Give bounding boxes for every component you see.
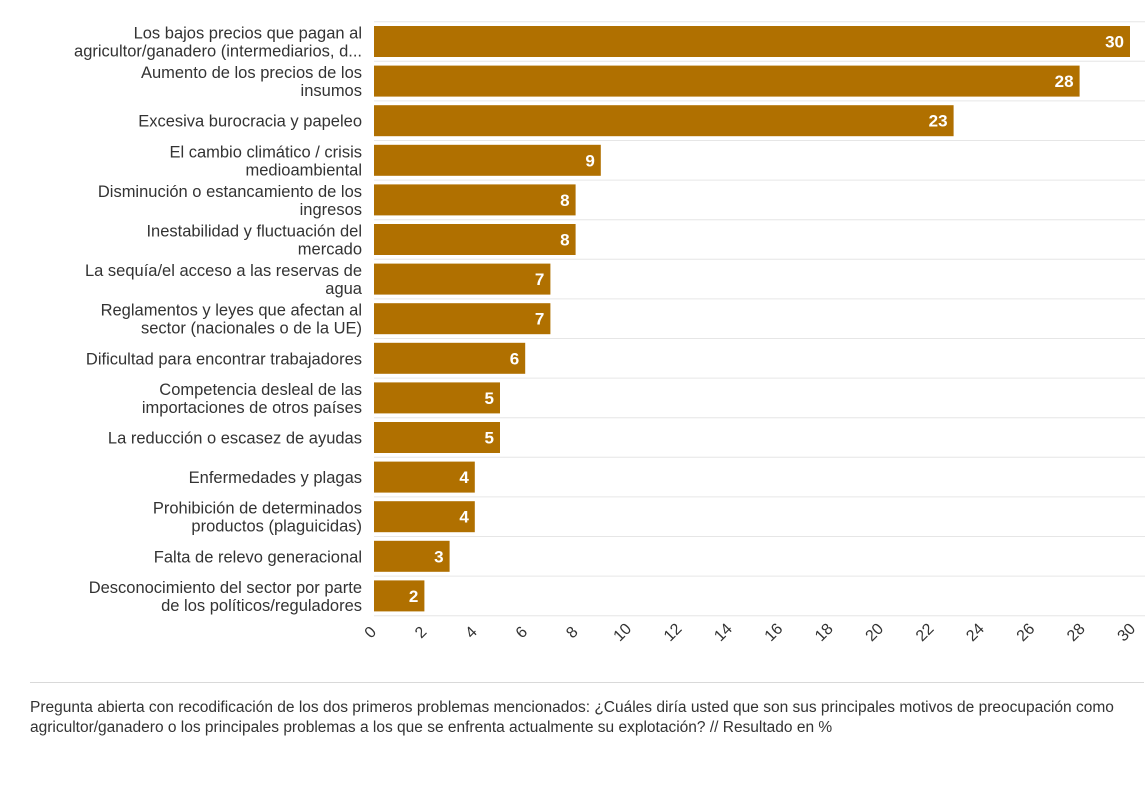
category-label: La reducción o escasez de ayudas: [108, 430, 362, 448]
category-label: Enfermedades y plagas: [189, 469, 362, 487]
bar: [374, 224, 576, 255]
value-label: 8: [560, 231, 569, 250]
x-tick-label: 6: [513, 624, 531, 642]
category-label: Dificultad para encontrar trabajadores: [86, 350, 362, 368]
x-tick-label: 0: [362, 624, 380, 642]
bar: [374, 263, 551, 295]
category-label: El cambio climático / crisis medioambient…: [169, 143, 362, 179]
chart-svg: Los bajos precios que pagan al agricultor…: [74, 21, 1145, 645]
category-label: Disminución o estancamiento de los ingres…: [98, 183, 362, 219]
x-tick-label: 18: [812, 620, 837, 645]
value-labels: 30 28 23 9 8 8 7 7 6 5 5 4 4 3 2: [409, 33, 1124, 606]
value-label: 3: [434, 547, 443, 566]
x-tick-label: 22: [913, 620, 938, 645]
value-label: 28: [1055, 72, 1074, 91]
category-label: Competencia desleal de las importaciones …: [142, 381, 362, 417]
value-label: 9: [585, 151, 594, 170]
x-tick-label: 4: [462, 624, 480, 642]
value-label: 4: [459, 468, 469, 487]
value-label: 4: [459, 508, 469, 527]
bar: [374, 501, 475, 533]
category-label: Desconocimiento del sector por parte de l…: [89, 579, 362, 615]
value-label: 8: [560, 191, 569, 210]
bar: [374, 342, 526, 374]
bar: [374, 382, 500, 414]
x-tick-label: 28: [1064, 620, 1089, 645]
x-tick-label: 12: [661, 620, 686, 645]
x-tick-label: 10: [611, 620, 636, 645]
value-label: 30: [1105, 33, 1124, 52]
x-tick-label: 20: [863, 620, 888, 645]
value-label: 23: [929, 112, 948, 131]
footnote: Pregunta abierta con recodificación de l…: [30, 699, 1114, 736]
category-label: Aumento de los precios de los insumos: [141, 64, 362, 100]
bar: [374, 580, 425, 612]
bar: [374, 461, 475, 493]
bar: [374, 65, 1080, 97]
category-labels: Los bajos precios que pagan al agricultor…: [74, 25, 363, 615]
x-axis-ticks: 0 2 4 6 8 10 12 14 16 18 20 22 24 26 28 30: [362, 620, 1140, 645]
gridlines: [374, 21, 1145, 617]
x-tick-label: 14: [711, 620, 736, 645]
category-label: Los bajos precios que pagan al agricultor…: [74, 25, 362, 61]
bar: [374, 144, 601, 176]
category-label: Prohibición de determinados productos (pl…: [153, 500, 362, 536]
category-label: Reglamentos y leyes que afectan al sector…: [101, 302, 362, 338]
value-label: 5: [485, 389, 494, 408]
bar: [374, 184, 576, 216]
value-label: 2: [409, 587, 418, 606]
bar: [374, 303, 551, 335]
bar: [374, 26, 1130, 57]
category-label: Excesiva burocracia y papeleo: [138, 113, 362, 131]
bar: [374, 422, 500, 453]
category-label: Falta de relevo generacional: [154, 548, 362, 566]
x-tick-label: 2: [412, 624, 430, 642]
category-label: La sequía/el acceso a las reservas de agu…: [85, 262, 363, 298]
footnote-separator: [30, 682, 1144, 683]
x-tick-label: 16: [762, 620, 787, 645]
x-tick-label: 26: [1014, 620, 1039, 645]
bars: [374, 26, 1130, 612]
value-label: 7: [535, 310, 544, 329]
value-label: 6: [510, 349, 519, 368]
bar: [374, 540, 450, 572]
x-tick-label: 8: [563, 624, 581, 642]
x-tick-label: 24: [963, 620, 988, 645]
bar: [374, 105, 954, 137]
value-label: 7: [535, 270, 544, 289]
value-label: 5: [485, 429, 494, 448]
x-tick-label: 30: [1115, 620, 1140, 645]
category-label: Inestabilidad y fluctuación del mercado: [146, 223, 362, 259]
bar-chart: Los bajos precios que pagan al agricultor…: [74, 21, 1145, 645]
